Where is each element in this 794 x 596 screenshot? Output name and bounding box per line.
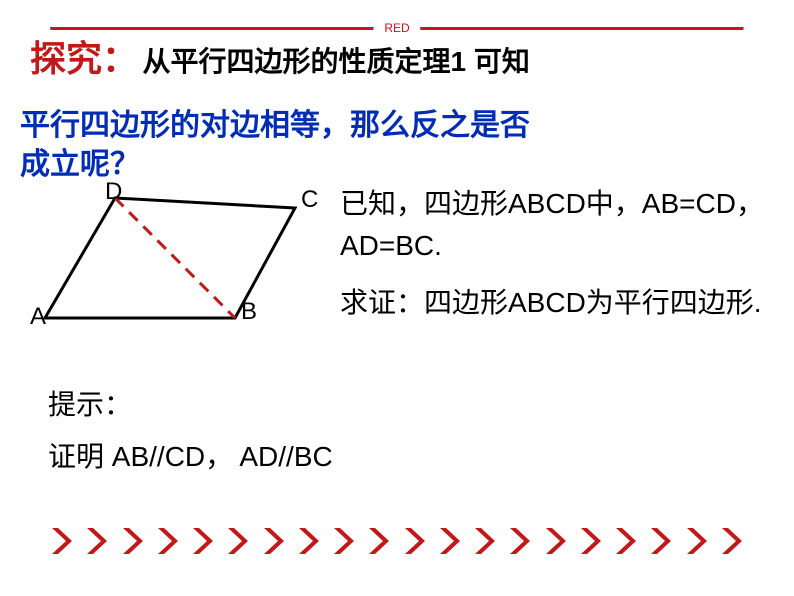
chevron-icon	[438, 526, 462, 556]
theorem-reference: 从平行四边形的性质定理1 可知	[142, 46, 529, 77]
question-text: 平行四边形的对边相等，那么反之是否成立呢？	[20, 106, 550, 184]
given-statement: 已知，四边形ABCD中，AB=CD，AD=BC.	[340, 183, 770, 267]
hint-label: 提示：	[48, 383, 132, 423]
proof-line: 证明 AB//CD， AD//BC	[48, 435, 333, 475]
chevron-icon	[85, 526, 109, 556]
chevron-icon	[367, 526, 391, 556]
explore-label: 探究：	[30, 39, 138, 79]
chevron-icon	[50, 526, 74, 556]
chevron-icon	[720, 526, 744, 556]
chevron-icon	[473, 526, 497, 556]
chevron-icon	[226, 526, 250, 556]
chevron-icon	[156, 526, 180, 556]
vertex-label-A: A	[30, 303, 46, 331]
chevron-row	[50, 526, 744, 556]
parallelogram-figure: D C A B	[15, 178, 335, 338]
diagonal-dashed	[115, 198, 235, 318]
vertex-label-B: B	[241, 298, 257, 326]
chevron-icon	[121, 526, 145, 556]
chevron-icon	[614, 526, 638, 556]
chevron-icon	[191, 526, 215, 556]
chevron-icon	[579, 526, 603, 556]
chevron-icon	[685, 526, 709, 556]
chevron-icon	[332, 526, 356, 556]
parallelogram-outline	[45, 198, 295, 318]
chevron-icon	[403, 526, 427, 556]
parallelogram-svg	[15, 178, 335, 338]
chevron-icon	[262, 526, 286, 556]
chevron-icon	[649, 526, 673, 556]
prove-statement: 求证：四边形ABCD为平行四边形.	[340, 282, 770, 324]
vertex-label-C: C	[301, 186, 318, 214]
title-row: 探究： 从平行四边形的性质定理1 可知	[30, 30, 590, 82]
chevron-icon	[297, 526, 321, 556]
chevron-icon	[544, 526, 568, 556]
vertex-label-D: D	[105, 178, 122, 206]
chevron-icon	[508, 526, 532, 556]
